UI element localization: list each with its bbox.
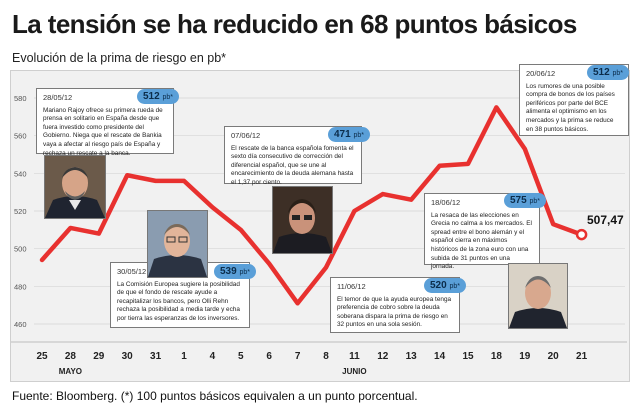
annotation-date: 11/06/12 (337, 282, 366, 291)
bubble-value: 471 (334, 129, 351, 140)
annotation-date: 07/06/12 (231, 131, 261, 140)
y-tick-label: 460 (14, 320, 27, 329)
month-label: JUNIO (342, 367, 366, 376)
annotation-text: El rescate de la banca española fomenta … (231, 144, 354, 186)
x-tick-label: 20 (548, 351, 560, 362)
y-axis: 460 480 500 520 540 560 580 (14, 94, 27, 329)
x-tick-label: 1 (181, 351, 187, 362)
x-tick-label: 19 (519, 351, 531, 362)
bubble-unit: pb* (162, 94, 173, 101)
x-tick-label: 15 (462, 351, 474, 362)
value-bubble-520: 520 pb* (424, 278, 466, 293)
bubble-unit: pb* (449, 283, 460, 290)
y-tick-label: 540 (14, 169, 27, 178)
value-bubble-471: 471 pb* (328, 127, 370, 142)
annotation-text: Mariano Rajoy ofrece su primera rueda de… (43, 106, 163, 157)
annotation-text: El temor de que la ayuda europea tenga p… (337, 295, 452, 329)
value-bubble-512: 512 pb* (137, 89, 179, 104)
portrait-rajoy-icon (45, 156, 105, 218)
x-tick-label: 11 (349, 351, 360, 362)
annotation-text: Los rumores de una posible compra de bon… (526, 82, 615, 133)
source-note: Fuente: Bloomberg. (*) 100 puntos básico… (12, 389, 418, 403)
bubble-value: 539 (220, 266, 237, 277)
x-tick-label: 6 (266, 351, 272, 362)
value-bubble-512-b: 512 pb* (587, 65, 629, 80)
bubble-unit: pb* (612, 70, 623, 77)
x-tick-label: 25 (36, 351, 48, 362)
x-tick-label: 7 (295, 351, 301, 362)
x-tick-label: 4 (210, 351, 216, 362)
end-value-label: 507,47 (587, 213, 624, 227)
bubble-unit: pb* (529, 198, 540, 205)
x-tick-label: 5 (238, 351, 244, 362)
value-bubble-539: 539 pb* (214, 264, 256, 279)
x-tick-label: 29 (93, 351, 105, 362)
annotation-text: La resaca de las elecciones en Grecia no… (431, 211, 532, 271)
annotation-date: 30/05/12 (117, 267, 147, 276)
annotation-text: La Comisión Europea sugiere la posibilid… (117, 280, 240, 322)
bubble-value: 575 (510, 195, 527, 206)
value-bubble-575: 575 pb* (504, 193, 546, 208)
x-tick-label: 14 (434, 351, 446, 362)
month-label: MAYO (59, 367, 82, 376)
annotation-date: 20/06/12 (526, 69, 556, 78)
photo-draghi (508, 263, 568, 329)
y-tick-label: 520 (14, 207, 27, 216)
photo-person (272, 186, 333, 254)
x-tick-label: 28 (65, 351, 77, 362)
series-line (39, 105, 588, 306)
chart-title: La tensión se ha reducido en 68 puntos b… (12, 9, 577, 39)
photo-rehn (147, 210, 208, 278)
chart-subtitle: Evolución de la prima de riesgo en pb* (12, 51, 227, 65)
x-tick-label: 12 (377, 351, 389, 362)
portrait-rehn-icon (148, 211, 207, 277)
y-tick-label: 580 (14, 94, 27, 103)
y-tick-label: 480 (14, 282, 27, 291)
bubble-value: 512 (593, 67, 610, 78)
annotation-date: 18/06/12 (431, 198, 461, 207)
annotation-date: 28/05/12 (43, 93, 73, 102)
x-tick-label: 18 (491, 351, 503, 362)
bubble-unit: pb* (239, 269, 250, 276)
bubble-unit: pb* (353, 132, 364, 139)
x-tick-label: 21 (576, 351, 588, 362)
photo-rajoy (44, 155, 106, 219)
portrait-person-icon (273, 187, 332, 253)
last-point-marker (575, 228, 588, 241)
x-tick-label: 30 (122, 351, 134, 362)
y-tick-label: 500 (14, 245, 27, 254)
portrait-draghi-icon (509, 264, 567, 328)
x-tick-label: 13 (406, 351, 418, 362)
x-tick-label: 8 (323, 351, 329, 362)
x-tick-label: 31 (150, 351, 162, 362)
bubble-value: 512 (143, 91, 160, 102)
bubble-value: 520 (430, 280, 447, 291)
y-tick-label: 560 (14, 132, 27, 141)
risk-premium-line (39, 105, 584, 306)
